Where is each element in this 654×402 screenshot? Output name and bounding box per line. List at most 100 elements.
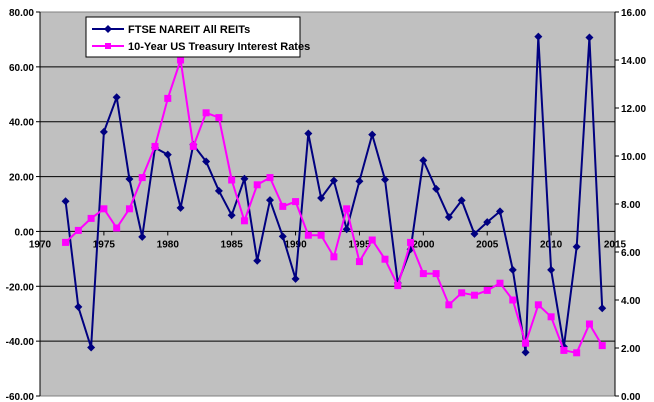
legend-marker-treasury bbox=[105, 43, 111, 49]
data-point bbox=[585, 320, 593, 328]
data-point bbox=[547, 313, 555, 321]
left-tick-label: -20.00 bbox=[6, 282, 35, 293]
data-point bbox=[138, 174, 146, 182]
data-point bbox=[407, 238, 415, 246]
data-point bbox=[138, 232, 147, 241]
x-tick-label: 1980 bbox=[157, 239, 180, 250]
data-point bbox=[496, 279, 504, 287]
data-point bbox=[279, 202, 287, 210]
x-tick-label: 2010 bbox=[540, 239, 563, 250]
data-point bbox=[330, 253, 338, 261]
data-point bbox=[419, 270, 427, 278]
data-point bbox=[227, 211, 236, 220]
data-point bbox=[470, 291, 478, 299]
right-tick-label: 16.00 bbox=[621, 8, 646, 19]
data-point bbox=[355, 177, 364, 186]
data-point bbox=[521, 348, 530, 357]
x-tick-label: 2000 bbox=[412, 239, 435, 250]
legend-label-treasury: 10-Year US Treasury Interest Rates bbox=[128, 41, 310, 53]
data-point bbox=[368, 130, 377, 139]
data-point bbox=[342, 225, 351, 234]
data-point bbox=[164, 94, 172, 102]
data-point bbox=[585, 33, 594, 42]
data-point bbox=[240, 174, 249, 183]
data-point bbox=[62, 238, 70, 246]
data-point bbox=[598, 342, 606, 350]
data-point bbox=[304, 231, 312, 239]
right-tick-label: 2.00 bbox=[621, 344, 641, 355]
legend: FTSE NAREIT All REITs 10-Year US Treasur… bbox=[85, 16, 310, 58]
data-point bbox=[483, 218, 492, 227]
left-tick-label: 80.00 bbox=[9, 8, 34, 19]
data-point bbox=[228, 176, 236, 184]
right-axis-ticks: 0.00 2.00 4.00 6.00 8.00 10.00 12.00 14.00 16.00 bbox=[615, 8, 646, 402]
data-point bbox=[125, 205, 133, 213]
data-point bbox=[329, 176, 338, 185]
data-point bbox=[74, 302, 83, 311]
data-point bbox=[458, 289, 466, 297]
data-point bbox=[266, 196, 274, 205]
data-point bbox=[292, 198, 300, 206]
data-point bbox=[202, 157, 211, 166]
x-tick-label: 1975 bbox=[93, 239, 116, 250]
data-point bbox=[125, 175, 134, 184]
data-point bbox=[509, 296, 517, 304]
right-tick-label: 14.00 bbox=[621, 56, 646, 67]
data-point bbox=[253, 256, 262, 265]
data-point bbox=[419, 156, 428, 165]
data-point bbox=[215, 114, 223, 122]
data-point bbox=[432, 270, 440, 278]
data-point bbox=[176, 203, 185, 212]
left-tick-label: 60.00 bbox=[9, 63, 34, 74]
data-point bbox=[151, 142, 159, 150]
data-point bbox=[368, 236, 376, 244]
gridlines bbox=[40, 66, 615, 342]
data-point bbox=[496, 207, 504, 216]
data-point bbox=[291, 274, 300, 283]
right-tick-label: 8.00 bbox=[621, 200, 641, 211]
data-point bbox=[445, 301, 453, 309]
data-point bbox=[113, 224, 121, 232]
right-tick-label: 6.00 bbox=[621, 248, 641, 259]
data-point bbox=[355, 258, 363, 266]
left-tick-label: 20.00 bbox=[9, 173, 34, 184]
left-axis-ticks: -60.00 -40.00 -20.00 0.00 20.00 40.00 60.00 80.… bbox=[6, 8, 40, 402]
data-point bbox=[432, 184, 441, 193]
x-tick-label: 2005 bbox=[476, 239, 499, 250]
data-point bbox=[278, 232, 287, 241]
data-point bbox=[189, 142, 197, 150]
data-point bbox=[253, 181, 261, 189]
data-point bbox=[266, 174, 274, 182]
data-point bbox=[100, 205, 108, 213]
right-tick-label: 12.00 bbox=[621, 104, 646, 115]
plot-area bbox=[39, 11, 616, 397]
legend-box bbox=[85, 16, 301, 58]
data-point bbox=[522, 339, 530, 347]
x-axis-ticks: 1970 1975 1980 1985 1990 1995 2000 2005 2010 2015 bbox=[29, 231, 627, 250]
data-point bbox=[87, 343, 96, 352]
x-tick-label: 2015 bbox=[604, 239, 627, 250]
data-point bbox=[381, 255, 389, 263]
left-tick-label: -40.00 bbox=[6, 337, 35, 348]
data-point bbox=[112, 93, 121, 102]
right-tick-label: 10.00 bbox=[621, 152, 646, 163]
data-point bbox=[560, 346, 568, 354]
series-layer bbox=[61, 32, 607, 357]
data-point bbox=[317, 193, 326, 202]
data-point bbox=[202, 109, 210, 117]
x-tick-label: 1970 bbox=[29, 239, 52, 250]
data-point bbox=[99, 127, 108, 136]
data-point bbox=[74, 226, 82, 234]
data-point bbox=[61, 197, 70, 206]
x-tick-label: 1995 bbox=[348, 239, 371, 250]
left-tick-label: 0.00 bbox=[15, 227, 35, 238]
data-point bbox=[547, 265, 556, 274]
legend-marker-reits bbox=[104, 25, 112, 33]
data-point bbox=[317, 231, 325, 239]
data-point bbox=[177, 56, 185, 64]
data-point bbox=[470, 229, 479, 238]
data-point bbox=[343, 205, 351, 213]
legend-label-reits: FTSE NAREIT All REITs bbox=[128, 24, 250, 36]
data-point bbox=[444, 213, 453, 222]
